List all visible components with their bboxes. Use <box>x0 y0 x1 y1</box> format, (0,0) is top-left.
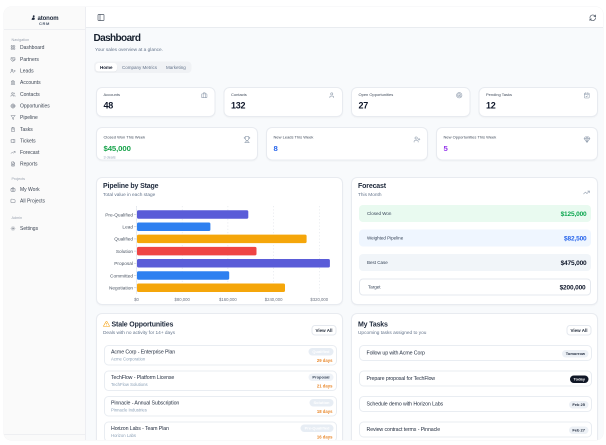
svg-text:$80,000: $80,000 <box>175 297 191 302</box>
svg-text:$160,000: $160,000 <box>219 297 237 302</box>
svg-text:Committed: Committed <box>110 273 133 279</box>
svg-text:$320,000: $320,000 <box>310 297 328 302</box>
svg-text:Lead: Lead <box>122 224 133 230</box>
svg-text:$240,000: $240,000 <box>265 297 283 302</box>
svg-text:Solution: Solution <box>116 249 134 255</box>
svg-text:Proposal: Proposal <box>114 261 133 267</box>
svg-text:Qualified: Qualified <box>114 237 133 243</box>
svg-text:$0: $0 <box>134 297 139 302</box>
svg-text:Pre-Qualified: Pre-Qualified <box>105 212 133 218</box>
svg-text:Negotiation: Negotiation <box>109 285 133 291</box>
